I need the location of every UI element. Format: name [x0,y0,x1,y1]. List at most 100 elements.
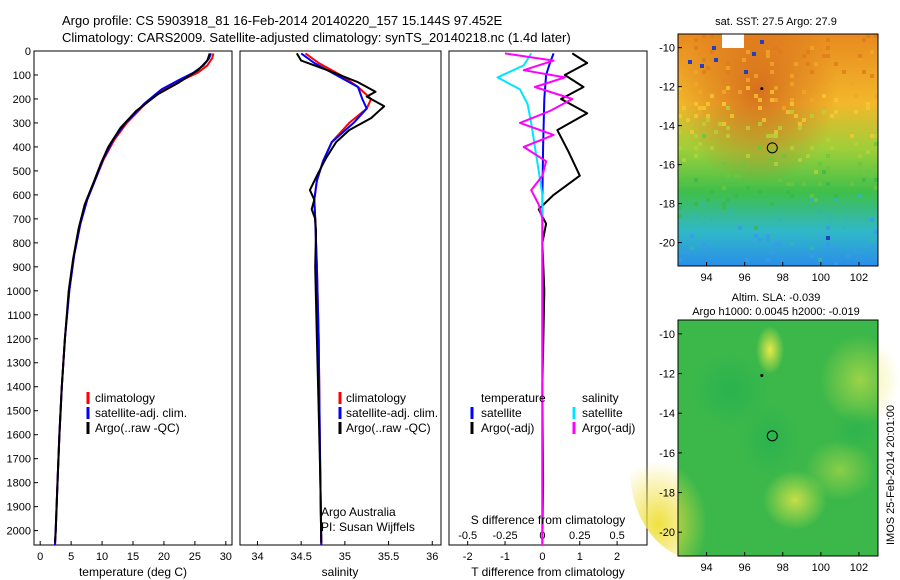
x-tick-label: 30 [220,551,232,563]
legend-heading-salinity: salinity [582,391,619,405]
map-x-tick-label: 98 [777,272,789,284]
salinity-xlabel: salinity [322,565,359,579]
top-tick-label: -0.25 [492,530,517,542]
map-x-tick-label: 96 [739,272,751,284]
header-line-1: Argo profile: CS 5903918_81 16-Feb-2014 … [62,13,503,28]
map-x-tick-label: 100 [812,562,830,574]
legend-label-argo: Argo(..raw -QC) [95,421,180,435]
y-tick-label: 1600 [7,430,31,442]
x-tick-label: -2 [463,551,473,563]
legend-label-climatology: climatology [95,391,155,405]
sla-map-subtitle: Argo h1000: 0.0045 h2000: -0.019 [692,306,860,318]
x-tick-label: 35.5 [378,551,399,563]
x-tick-label: 0 [539,551,545,563]
y-tick-label: 100 [13,70,31,82]
x-tick-label: 25 [189,551,201,563]
salinity-panel: 34 34.5 35 35.5 36 salinity climatology sate… [239,50,442,579]
map-x-tick-label: 94 [700,562,712,574]
x-tick-label: -1 [500,551,510,563]
sst-map-field [678,34,878,266]
sst-map-frame [677,33,879,267]
y-tick-label: 300 [13,118,31,130]
map-y-tick-label: -20 [659,527,675,539]
difference-legend: temperature satellite Argo(-adj) salinit… [470,391,635,435]
y-tick-label: 600 [13,190,31,202]
sla-previous-position [760,374,764,378]
legend-label-climatology: climatology [346,391,406,405]
map-x-tick-label: 102 [850,272,868,284]
y-tick-label: 1200 [7,334,31,346]
legend-label-sal-argo: Argo(-adj) [582,421,635,435]
legend-label-temp-argo: Argo(-adj) [481,421,534,435]
map-x-tick-label: 100 [812,272,830,284]
y-tick-label: 1500 [7,406,31,418]
sla-map-panel: Altim. SLA: -0.039 Argo h1000: 0.0045 h2… [630,292,900,574]
salinity-legend: climatology satellite-adj. clim. Argo(..… [338,391,438,435]
sla-map-frame [677,319,879,557]
x-tick-label: 15 [127,551,139,563]
map-y-tick-label: -12 [659,82,675,94]
y-tick-label: 2000 [7,526,31,538]
x-tick-label: 0 [37,551,43,563]
map-y-tick-label: -18 [659,199,675,211]
x-tick-label: 34 [251,551,263,563]
x-tick-label: 36 [426,551,438,563]
x-tick-label: 1 [577,551,583,563]
difference-xlabel: T difference from climatology [471,565,625,579]
map-y-tick-label: -14 [659,408,675,420]
legend-heading-temperature: temperature [481,391,546,405]
series-line-salinity-argo-adj- [504,52,574,545]
y-tick-label: 1100 [7,310,31,322]
sst-argo-marker [766,142,778,154]
y-tick-label: 1300 [7,358,31,370]
series-line-satellite-adj-clim- [300,52,368,546]
sla-map-title: Altim. SLA: -0.039 [732,292,821,304]
temperature-panel: 0100200300400500600700800900100011001200… [7,46,233,579]
sst-map-title: sat. SST: 27.5 Argo: 27.9 [715,16,837,28]
y-tick-label: 800 [13,238,31,250]
map-y-tick-label: -14 [659,121,675,133]
series-line-salinity-satellite [496,52,544,545]
temperature-axes-frame [33,50,233,546]
salinity-axes-frame [239,50,442,546]
series-line-argo-raw-qc- [295,52,386,543]
sst-previous-position [760,87,764,91]
x-tick-label: 20 [158,551,170,563]
series-line-temperature-argo-adj- [537,52,589,543]
map-y-tick-label: -16 [659,448,675,460]
sst-map-panel: sat. SST: 27.5 Argo: 27.9 94 96 98 100 102 -1… [659,16,879,284]
map-y-tick-label: -12 [659,369,675,381]
map-x-tick-label: 98 [777,562,789,574]
x-tick-label: 34.5 [290,551,311,563]
y-tick-label: 500 [13,166,31,178]
difference-xlabel-top: S difference from climatology [471,513,626,527]
top-tick-label: -0.5 [458,530,477,542]
y-tick-label: 1700 [7,454,31,466]
legend-label-satellite-adj: satellite-adj. clim. [95,406,187,420]
map-y-tick-label: -18 [659,488,675,500]
difference-axes-frame [448,50,648,546]
y-tick-label: 1000 [7,286,31,298]
sla-map-field [630,320,900,560]
map-x-tick-label: 94 [700,272,712,284]
map-x-tick-label: 96 [739,562,751,574]
side-label: IMOS 25-Feb-2014 20:01:00 [885,405,897,545]
x-tick-label: 35 [339,551,351,563]
map-x-tick-label: 102 [850,562,868,574]
y-tick-label: 1900 [7,502,31,514]
header-line-2: Climatology: CARS2009. Satellite-adjuste… [62,30,571,45]
legend-label-sal-satellite: satellite [582,406,623,420]
y-tick-label: 0 [25,46,31,58]
y-tick-label: 1400 [7,382,31,394]
sla-argo-marker [766,430,778,442]
y-tick-label: 1800 [7,478,31,490]
annotation-argo-australia: Argo Australia [321,505,396,519]
y-tick-label: 200 [13,94,31,106]
temperature-legend: climatology satellite-adj. clim. Argo(..… [86,391,187,435]
map-y-tick-label: -10 [659,329,675,341]
x-tick-label: 5 [68,551,74,563]
map-y-tick-label: -20 [659,238,675,250]
map-y-tick-label: -10 [659,43,675,55]
legend-label-argo: Argo(..raw -QC) [346,421,431,435]
